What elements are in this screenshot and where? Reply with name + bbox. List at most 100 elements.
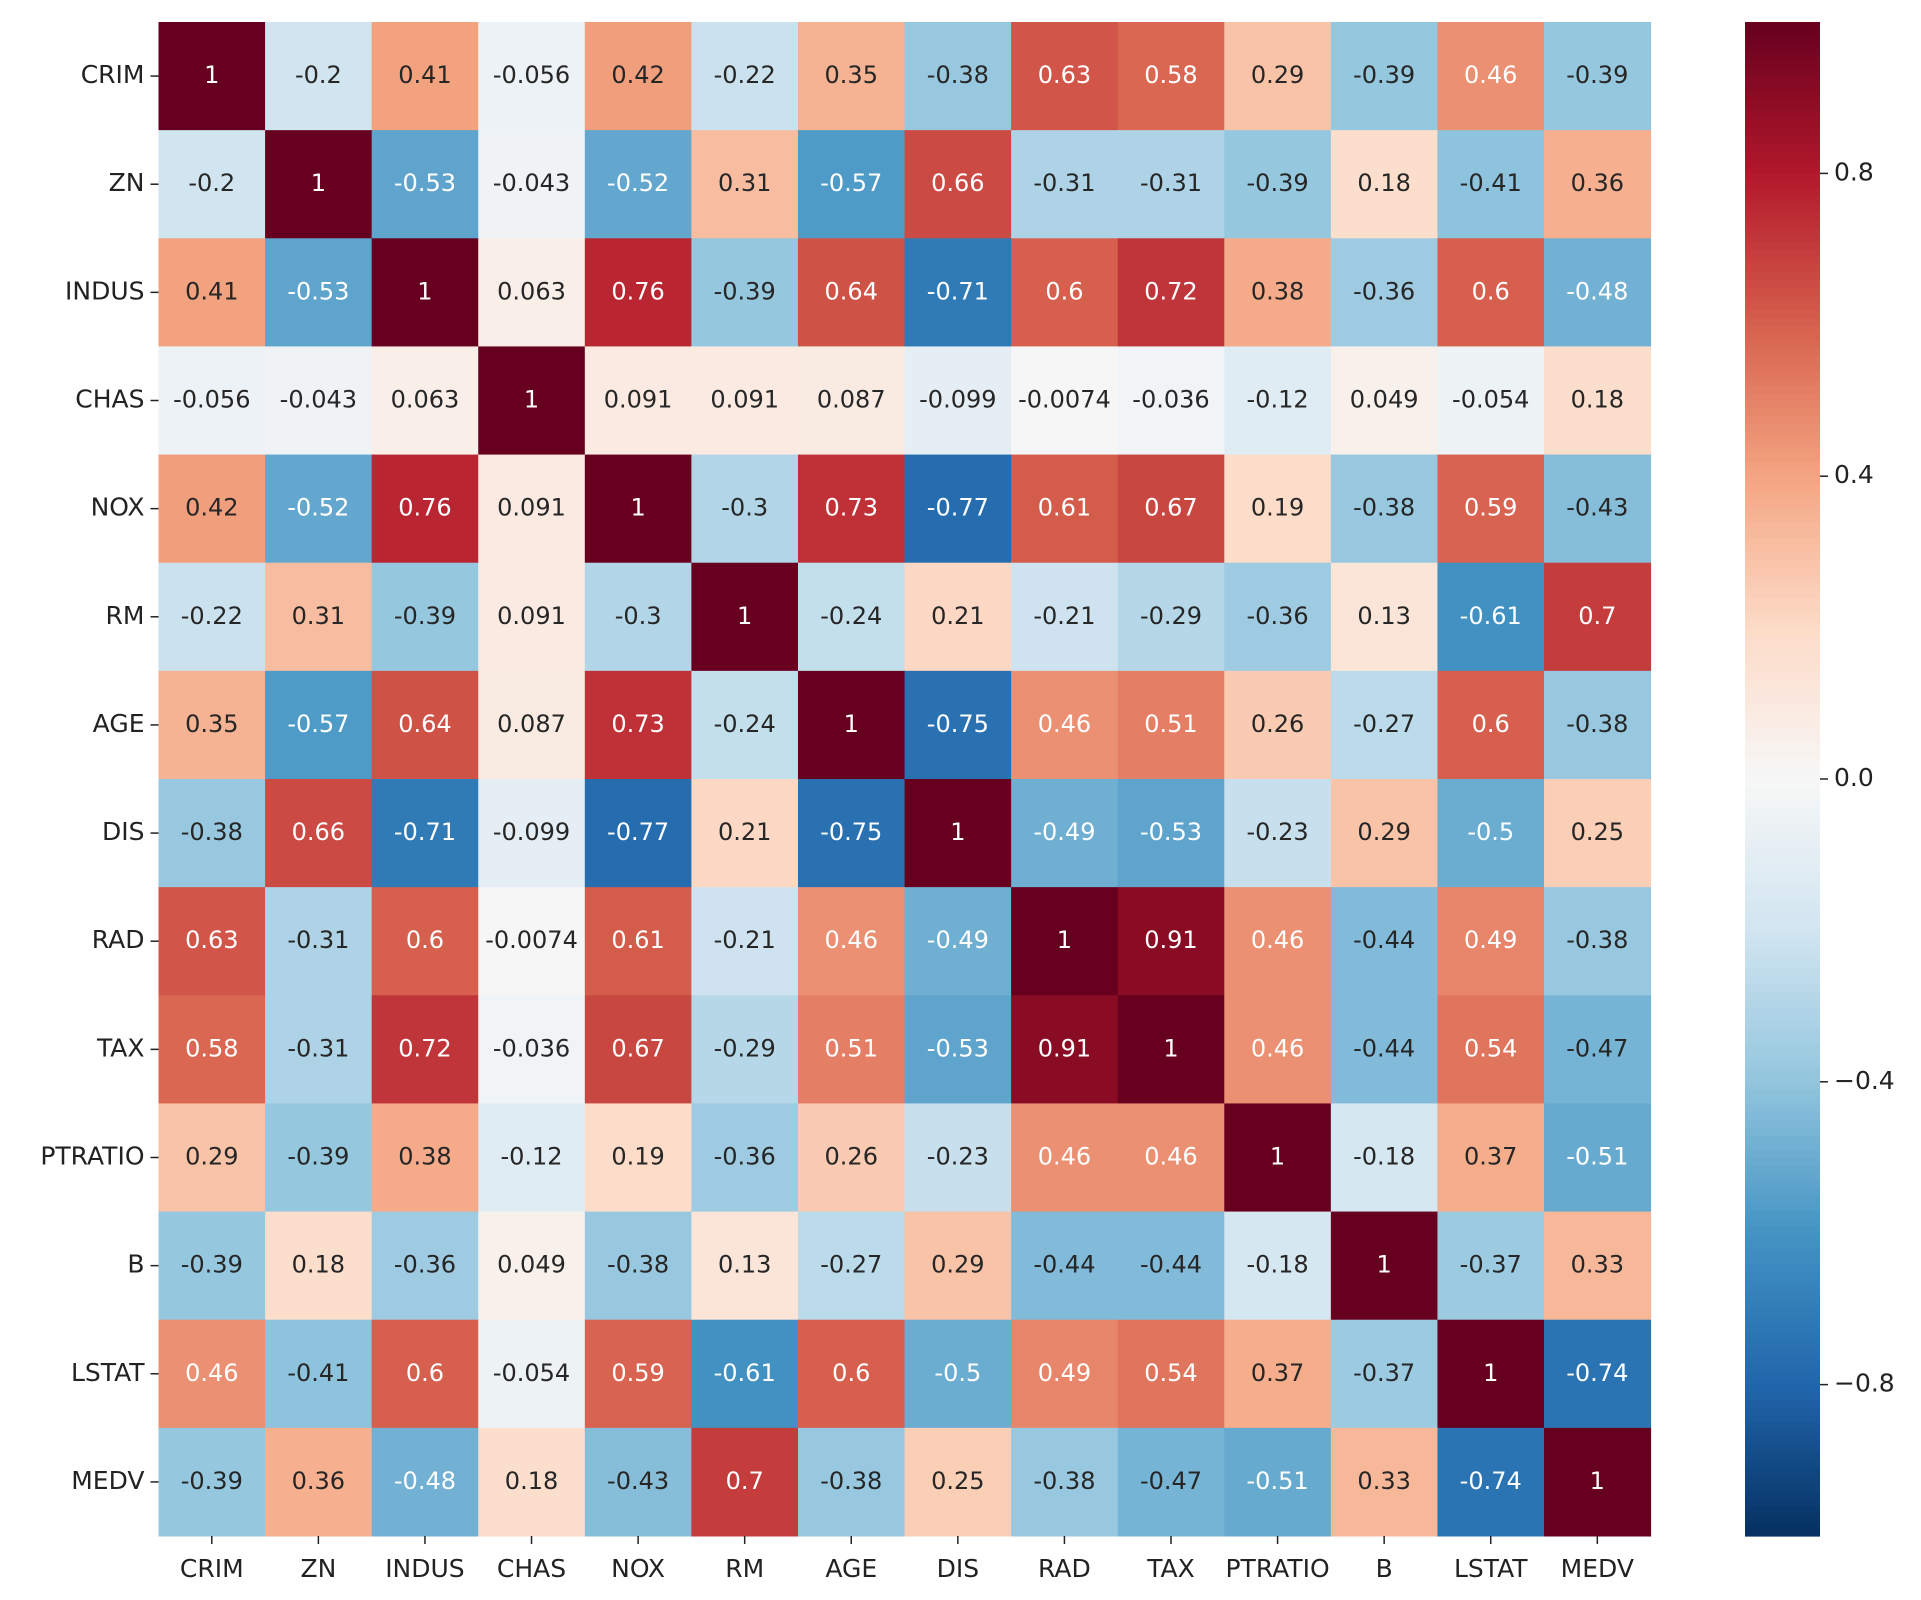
colorbar-band — [1745, 226, 1820, 235]
heatmap-cell — [478, 887, 586, 996]
colorbar-band — [1745, 1013, 1820, 1022]
cell-label: -0.49 — [1033, 818, 1095, 846]
cell-label: -0.37 — [1353, 1359, 1415, 1387]
colorbar-band — [1745, 1006, 1820, 1015]
heatmap-cell — [1224, 346, 1332, 456]
colorbar-band — [1745, 1445, 1820, 1454]
heatmap-cell — [478, 995, 586, 1104]
colorbar-band — [1745, 218, 1820, 227]
cell-label: 1 — [417, 277, 432, 305]
heatmap-cell — [478, 670, 586, 780]
colorbar-band — [1745, 233, 1820, 243]
cell-label: -0.36 — [1353, 277, 1415, 305]
cell-label: 0.49 — [1038, 1359, 1091, 1387]
heatmap-cell — [1544, 130, 1652, 239]
colorbar-band — [1745, 1096, 1820, 1106]
cell-label: 0.72 — [1144, 277, 1197, 305]
cell-label: 0.46 — [1144, 1143, 1197, 1171]
cell-label: 1 — [844, 710, 859, 738]
colorbar-band — [1745, 491, 1820, 500]
colorbar-band — [1745, 1187, 1820, 1196]
heatmap-cell — [584, 779, 692, 888]
colorbar-band — [1745, 1490, 1820, 1499]
colorbar-band — [1745, 824, 1820, 833]
cell-label: -0.2 — [188, 169, 235, 197]
cell-label: 1 — [950, 818, 965, 846]
heatmap-cell — [265, 1319, 373, 1429]
heatmap-cell — [691, 779, 799, 888]
heatmap-cell — [904, 454, 1012, 564]
cell-label: -0.75 — [927, 710, 989, 738]
heatmap-cell — [1224, 454, 1332, 564]
cell-label: -0.57 — [287, 710, 349, 738]
cell-label: -0.24 — [714, 710, 776, 738]
heatmap-cell — [1544, 670, 1652, 780]
heatmap-cell — [1437, 1319, 1545, 1429]
colorbar-band — [1745, 854, 1820, 863]
colorbar-band — [1745, 264, 1820, 273]
colorbar-band — [1745, 112, 1820, 122]
heatmap-cell — [371, 454, 479, 564]
x-tick-label: CHAS — [497, 1554, 566, 1583]
colorbar-tick-label: 0.8 — [1834, 157, 1874, 186]
colorbar-band — [1745, 1384, 1820, 1393]
cell-label: -0.48 — [394, 1467, 456, 1495]
colorbar-band — [1745, 1452, 1820, 1461]
heatmap-cell — [1330, 346, 1438, 456]
cell-label: -0.44 — [1353, 926, 1415, 954]
colorbar-band — [1745, 1324, 1820, 1333]
colorbar-band — [1745, 741, 1820, 750]
cell-label: 0.76 — [398, 494, 451, 522]
cell-label: -0.43 — [607, 1467, 669, 1495]
colorbar-band — [1745, 309, 1820, 318]
cell-label: 1 — [311, 169, 326, 197]
cell-label: 0.7 — [1578, 602, 1616, 630]
cell-label: -0.2 — [295, 61, 342, 89]
cell-label: -0.61 — [714, 1359, 776, 1387]
heatmap-cell — [1330, 238, 1438, 347]
heatmap-cell — [1011, 1319, 1119, 1429]
cell-label: 0.51 — [825, 1034, 878, 1062]
colorbar-band — [1745, 983, 1820, 992]
colorbar-band — [1745, 771, 1820, 780]
heatmap-cell — [584, 562, 692, 672]
heatmap-cell — [1224, 1427, 1332, 1537]
heatmap-cell — [1544, 887, 1652, 996]
cell-label: -0.38 — [820, 1467, 882, 1495]
colorbar-band — [1745, 438, 1820, 447]
heatmap-cell — [478, 562, 586, 672]
heatmap-cell — [1224, 887, 1332, 996]
heatmap-cell — [1437, 562, 1545, 672]
colorbar-band — [1745, 370, 1820, 379]
heatmap-cell — [158, 887, 266, 996]
heatmap-cell — [1011, 1103, 1119, 1213]
heatmap-cell — [584, 995, 692, 1104]
heatmap-cell — [584, 887, 692, 996]
colorbar-band — [1745, 907, 1820, 916]
cell-label: -0.53 — [1140, 818, 1202, 846]
colorbar-band — [1745, 635, 1820, 644]
cell-label: 0.49 — [1464, 926, 1517, 954]
cell-label: 1 — [630, 494, 645, 522]
heatmap-cell — [1117, 1211, 1225, 1321]
colorbar-band — [1745, 915, 1820, 924]
heatmap-cell — [158, 1427, 266, 1537]
heatmap-cell — [1437, 995, 1545, 1104]
colorbar-band — [1745, 1414, 1820, 1424]
heatmap-cell — [1117, 454, 1225, 564]
cell-label: -0.47 — [1140, 1467, 1202, 1495]
cell-label: 0.049 — [1350, 386, 1419, 414]
heatmap-cell — [478, 1103, 586, 1213]
heatmap-cell — [478, 22, 586, 131]
cell-label: -0.043 — [280, 386, 357, 414]
cell-label: 0.91 — [1144, 926, 1197, 954]
heatmap-cell — [371, 562, 479, 672]
cell-label: -0.31 — [287, 926, 349, 954]
heatmap-cell — [584, 346, 692, 456]
y-tick-label: CHAS — [75, 385, 144, 414]
colorbar-band — [1745, 673, 1820, 682]
cell-label: -0.44 — [1140, 1251, 1202, 1279]
cell-label: -0.38 — [1033, 1467, 1095, 1495]
cell-label: -0.38 — [1353, 494, 1415, 522]
colorbar-band — [1745, 922, 1820, 931]
